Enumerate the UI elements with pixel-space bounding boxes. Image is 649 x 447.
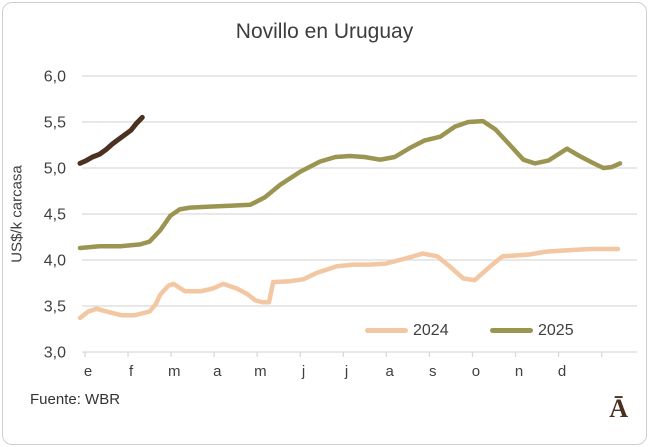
series-line-2025 [77,118,623,251]
brand-logo: Ā [609,394,628,423]
x-tick-label: e [84,363,92,380]
y-tick-label: 4,5 [44,207,66,224]
x-tick-label: m [254,363,267,380]
y-tick-label: 3,5 [44,299,66,316]
legend-item-2025: 2025 [490,322,574,339]
series-line-extra [77,114,145,166]
x-tick-label: m [168,363,181,380]
source-note: Fuente: WBR [30,391,121,408]
x-tick-label: n [515,363,523,380]
legend-swatch-2024 [365,328,408,333]
y-tick-label: 4,0 [44,253,66,270]
x-tick-label: j [344,363,348,380]
x-tick-label: d [558,363,566,380]
x-tick-label: j [301,363,305,380]
y-tick-label: 5,5 [44,115,66,132]
x-tick-label: s [429,363,437,380]
legend-label-2025: 2025 [538,322,574,339]
y-axis-title: US$/k carcasa [8,165,26,263]
y-tick-label: 3,0 [44,345,66,362]
x-tick-label: a [213,363,222,380]
x-tick-label: f [129,363,134,380]
legend-swatch-2025 [490,328,533,333]
chart-title: Novillo en Uruguay [235,20,414,43]
y-tick-label: 5,0 [44,161,66,178]
x-tick-label: a [386,363,395,380]
legend-item-2024: 2024 [365,322,449,339]
series-line-2024 [77,246,621,321]
legend-label-2024: 2024 [413,322,449,339]
x-tick-label: o [472,363,480,380]
y-tick-label: 6,0 [44,69,66,86]
